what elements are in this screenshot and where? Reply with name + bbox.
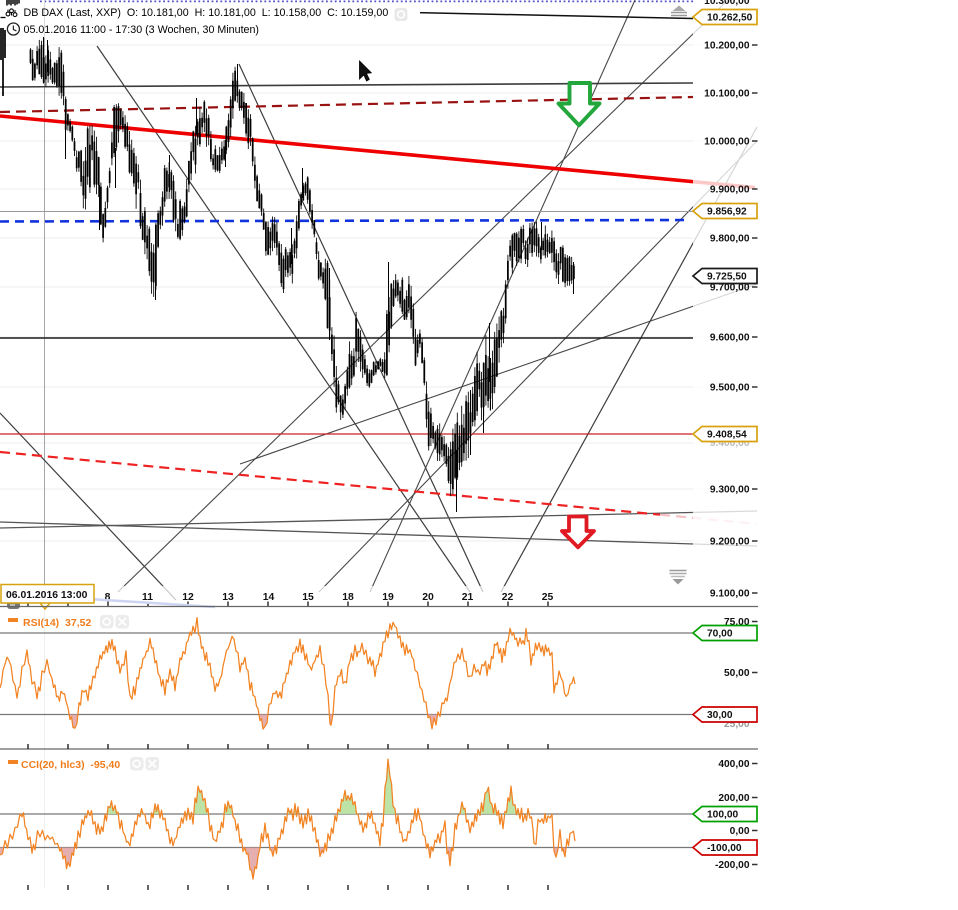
- svg-text:75,00: 75,00: [724, 617, 750, 628]
- svg-text:05.01.2016 11:00 - 17:30 (3 Wo: 05.01.2016 11:00 - 17:30 (3 Wochen, 30 M…: [24, 24, 259, 36]
- svg-text:9.500,00: 9.500,00: [710, 383, 750, 394]
- svg-text:12: 12: [182, 592, 194, 603]
- svg-text:9.900,00: 9.900,00: [710, 185, 750, 196]
- svg-text:11: 11: [142, 592, 153, 603]
- svg-text:9.300,00: 9.300,00: [710, 485, 750, 496]
- svg-text:9.725,50: 9.725,50: [707, 272, 747, 283]
- svg-text:RSI(14) 37,52: RSI(14) 37,52: [23, 617, 91, 629]
- svg-text:9.600,00: 9.600,00: [710, 333, 750, 344]
- svg-text:14: 14: [263, 592, 275, 603]
- svg-text:200,00: 200,00: [718, 793, 749, 804]
- svg-text:19: 19: [382, 592, 394, 603]
- svg-text:50,00: 50,00: [724, 668, 750, 679]
- svg-text:9.800,00: 9.800,00: [710, 234, 750, 245]
- svg-text:10.200,00: 10.200,00: [704, 41, 750, 52]
- svg-text:9.100,00: 9.100,00: [710, 589, 750, 600]
- svg-text:25,00: 25,00: [724, 719, 750, 730]
- svg-text:21: 21: [462, 592, 474, 603]
- svg-text:15: 15: [302, 592, 314, 603]
- svg-text:20: 20: [422, 592, 434, 603]
- svg-text:9.856,92: 9.856,92: [707, 207, 747, 218]
- svg-text:13: 13: [222, 592, 234, 603]
- svg-text:06.01.2016 13:00: 06.01.2016 13:00: [6, 590, 88, 601]
- svg-text:25: 25: [542, 592, 554, 603]
- svg-text:DB DAX (Last, XXP) O: 10.181,: DB DAX (Last, XXP) O: 10.181,00 H: 10.18…: [24, 7, 389, 19]
- svg-text:9.408,54: 9.408,54: [707, 430, 747, 441]
- svg-text:18: 18: [342, 592, 354, 603]
- svg-text:22: 22: [502, 592, 514, 603]
- svg-text:100,00: 100,00: [707, 810, 738, 821]
- svg-text:0,00: 0,00: [730, 826, 750, 837]
- svg-text:10.100,00: 10.100,00: [704, 89, 750, 100]
- svg-text:10.000,00: 10.000,00: [704, 137, 750, 148]
- svg-text:9.200,00: 9.200,00: [710, 537, 750, 548]
- svg-text:8: 8: [105, 592, 111, 603]
- svg-text:9.400,00: 9.400,00: [710, 438, 750, 449]
- svg-text:30,00: 30,00: [707, 710, 733, 721]
- svg-text:10.300,00: 10.300,00: [704, 0, 750, 7]
- svg-text:70,00: 70,00: [707, 629, 733, 640]
- svg-text:CCI(20, hlc3) -95,40: CCI(20, hlc3) -95,40: [21, 759, 120, 771]
- svg-text:10.262,50: 10.262,50: [707, 13, 753, 24]
- svg-text:9.700,00: 9.700,00: [710, 283, 750, 294]
- svg-text:400,00: 400,00: [718, 759, 749, 770]
- svg-text:-200,00: -200,00: [715, 860, 750, 871]
- svg-text:-100,00: -100,00: [707, 843, 742, 854]
